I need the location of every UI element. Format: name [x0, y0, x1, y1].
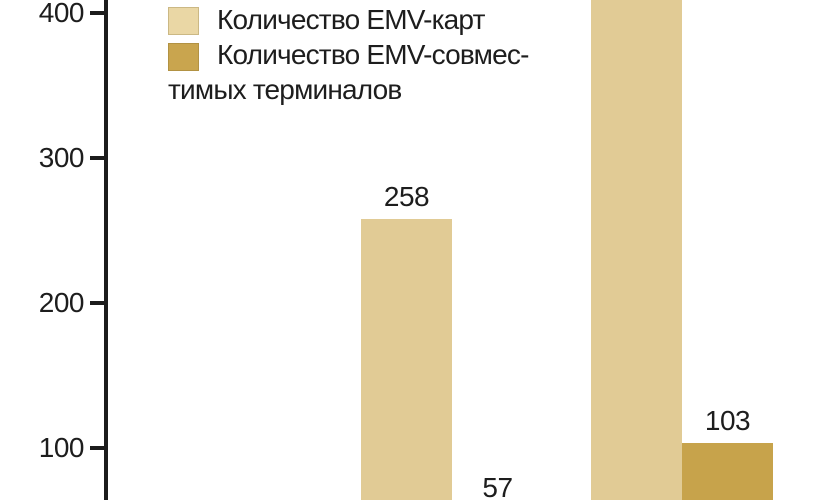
y-tick-100 — [90, 445, 104, 450]
bar-value-label-57: 57 — [482, 471, 513, 500]
y-tick-label-100: 100 — [38, 431, 85, 463]
y-tick-400 — [90, 11, 104, 16]
y-tick-label-300: 300 — [38, 142, 85, 174]
chart-legend: Количество EMV-карт Количество EMV-совме… — [0, 0, 560, 115]
legend-label-emv-terminals-line2: тимых терминалов — [168, 74, 402, 105]
legend-label-emv-cards: Количество EMV-карт — [217, 4, 485, 35]
bar-value-label-258: 258 — [383, 180, 430, 212]
legend-swatch-emv-cards — [168, 7, 199, 35]
legend-label-emv-terminals-line1: Количество EMV-совмес- — [217, 39, 529, 70]
bar-series1-group2 — [591, 0, 682, 500]
bar-series2-group2 — [682, 443, 773, 500]
y-tick-label-200: 200 — [38, 286, 85, 318]
bar-series1-group1 — [361, 218, 452, 500]
bar-value-label-103: 103 — [704, 405, 751, 437]
y-axis-line — [104, 0, 108, 500]
y-tick-200 — [90, 300, 104, 305]
y-tick-300 — [90, 156, 104, 161]
y-tick-label-400: 400 — [38, 0, 85, 29]
legend-swatch-emv-terminals — [168, 43, 199, 71]
